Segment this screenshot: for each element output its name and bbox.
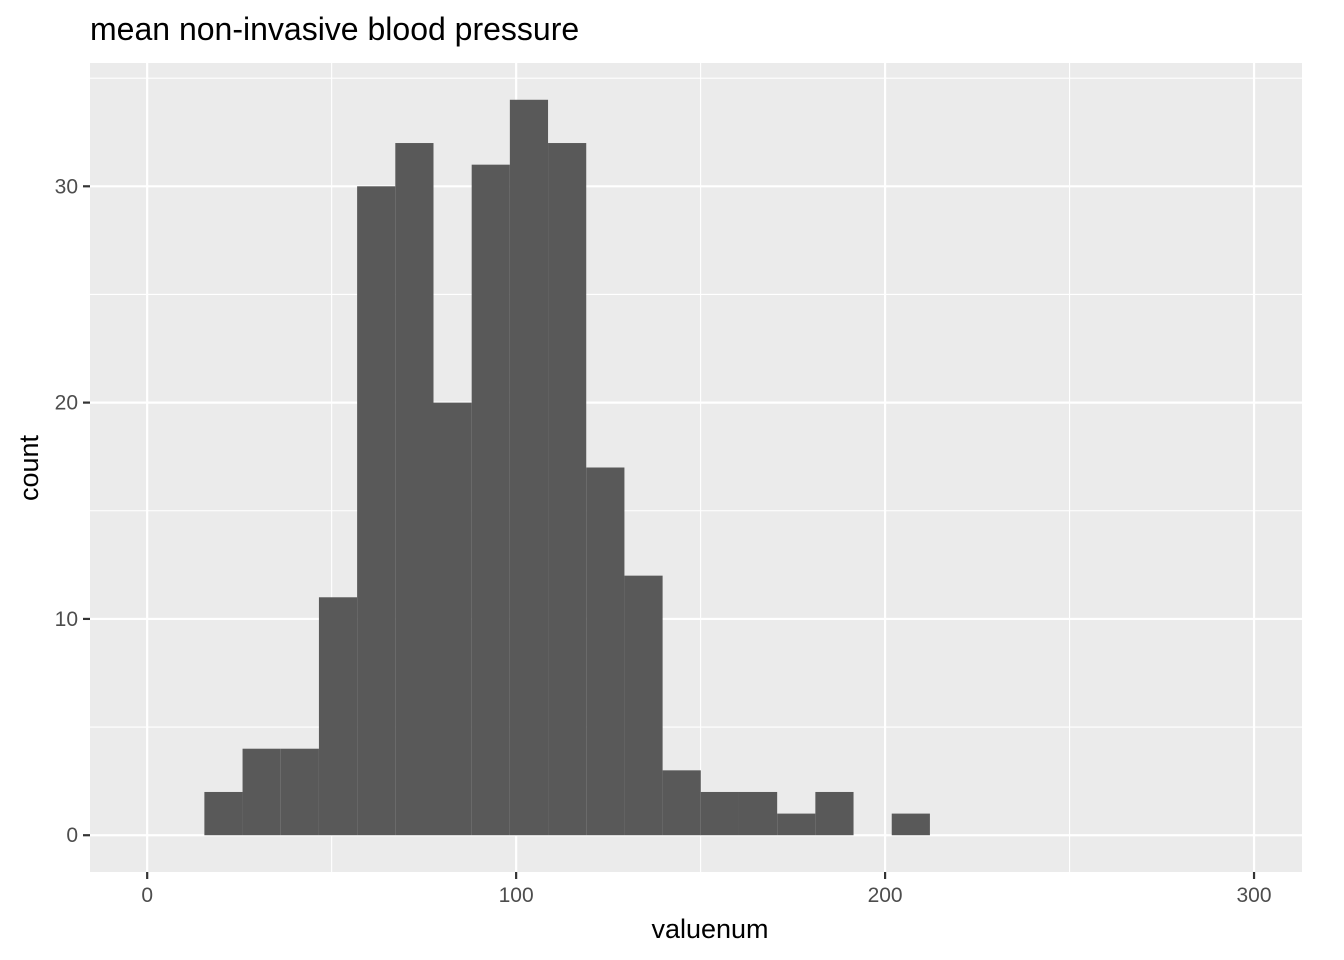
histogram-bar-3 [318,597,358,836]
x-tick-label: 300 [1237,884,1272,907]
y-tick-label: 30 [55,175,78,198]
x-tick-label: 0 [141,884,153,907]
histogram-bar-18 [891,813,930,836]
histogram-bars [204,99,930,836]
histogram-bar-2 [280,748,319,836]
minor-gridlines [90,63,1302,872]
histogram-bar-10 [586,467,625,836]
y-tick-label: 0 [66,824,78,847]
y-axis: 0 10 20 30 [55,175,90,847]
histogram-bar-15 [777,813,816,836]
histogram-bar-0 [204,791,243,836]
y-tick-label: 20 [55,392,78,415]
histogram-bar-8 [509,99,549,836]
histogram-bar-7 [471,164,510,836]
x-tick-label: 200 [868,884,903,907]
histogram-bar-5 [395,143,434,836]
x-axis-title: valuenum [651,914,768,944]
histogram-bar-12 [662,770,701,836]
histogram-bar-1 [242,748,281,836]
y-axis-title: count [14,434,44,501]
histogram-bar-14 [738,791,778,836]
x-tick-label: 100 [499,884,534,907]
histogram-bar-9 [548,143,587,836]
plot-panel [90,63,1302,872]
histogram-bar-13 [700,791,739,836]
histogram-bar-4 [357,186,396,836]
x-axis: 0 100 200 300 [141,872,1272,907]
histogram-bar-6 [433,402,472,836]
histogram-bar-11 [624,575,663,836]
y-tick-label: 10 [55,608,78,631]
chart-title: mean non-invasive blood pressure [90,11,579,47]
histogram-bar-16 [815,791,854,836]
